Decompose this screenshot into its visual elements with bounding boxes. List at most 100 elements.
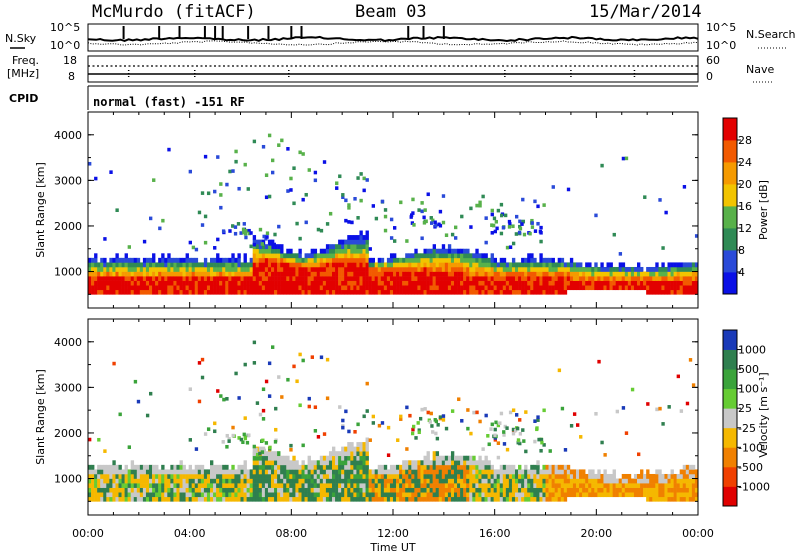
data-cell xyxy=(383,483,388,488)
data-cell xyxy=(255,285,260,291)
data-cell xyxy=(460,487,464,493)
data-cell xyxy=(109,478,113,484)
data-cell xyxy=(411,496,415,502)
data-cell xyxy=(322,478,327,484)
data-cell xyxy=(591,266,595,272)
data-cell xyxy=(460,214,464,219)
data-cell xyxy=(371,289,375,295)
data-cell xyxy=(252,483,257,488)
data-cell xyxy=(658,487,662,493)
data-cell xyxy=(420,478,424,484)
data-cell xyxy=(518,226,523,231)
data-cell xyxy=(420,262,424,268)
data-cell xyxy=(210,285,214,291)
data-cell xyxy=(435,492,440,498)
data-cell xyxy=(521,197,525,202)
data-cell xyxy=(277,464,281,470)
data-cell xyxy=(319,285,324,291)
data-cell xyxy=(396,473,400,479)
data-cell xyxy=(481,460,485,466)
data-cell xyxy=(356,289,360,295)
data-cell xyxy=(368,266,372,272)
data-cell xyxy=(213,473,217,479)
data-cell xyxy=(551,285,555,291)
data-cell xyxy=(206,473,211,479)
data-cell xyxy=(350,492,354,498)
data-cell xyxy=(438,492,443,498)
data-cell xyxy=(298,352,302,357)
data-cell xyxy=(115,492,119,498)
data-cell xyxy=(682,469,687,475)
data-cell xyxy=(237,276,241,281)
data-cell xyxy=(475,483,479,488)
data-cell xyxy=(640,469,644,475)
data-cell xyxy=(310,253,314,259)
data-cell xyxy=(491,223,496,228)
data-cell xyxy=(658,276,662,281)
data-cell xyxy=(332,289,336,295)
data-cell xyxy=(280,464,284,470)
data-cell xyxy=(576,423,580,427)
data-cell xyxy=(530,496,534,502)
data-cell xyxy=(222,289,226,295)
data-cell xyxy=(328,276,333,281)
data-cell xyxy=(231,224,235,228)
data-cell xyxy=(136,257,141,263)
data-cell xyxy=(298,262,302,268)
data-cell xyxy=(197,262,202,268)
data-cell xyxy=(423,460,427,466)
data-cell xyxy=(115,262,119,268)
data-cell xyxy=(258,451,262,456)
data-cell xyxy=(685,492,690,498)
data-cell xyxy=(103,257,107,263)
data-cell xyxy=(249,469,253,475)
data-cell xyxy=(271,158,275,163)
data-cell xyxy=(341,451,345,457)
data-cell xyxy=(502,483,507,488)
data-cell xyxy=(563,473,568,479)
data-cell xyxy=(249,271,253,277)
data-cell xyxy=(548,280,552,286)
data-cell xyxy=(277,487,281,493)
data-cell xyxy=(328,253,333,259)
data-cell xyxy=(615,271,619,277)
data-cell xyxy=(344,248,348,254)
data-cell xyxy=(280,469,284,475)
noise-panel: N.Sky 10^5 10^0 10^5 10^0 N.Search xyxy=(5,21,796,52)
data-cell xyxy=(261,276,266,281)
colorbar-tick-label: -500 xyxy=(738,461,763,474)
data-cell xyxy=(243,460,247,466)
data-cell xyxy=(249,478,253,484)
data-cell xyxy=(539,487,543,493)
data-cell xyxy=(603,276,607,281)
data-cell xyxy=(347,235,351,240)
data-cell xyxy=(170,276,174,281)
data-cell xyxy=(688,271,693,277)
data-cell xyxy=(307,266,311,272)
data-cell xyxy=(359,469,363,475)
data-cell xyxy=(667,496,671,502)
data-cell xyxy=(438,253,443,259)
data-cell xyxy=(325,257,330,263)
data-cell xyxy=(432,473,436,479)
data-cell xyxy=(402,473,406,479)
data-cell xyxy=(420,280,424,286)
data-cell xyxy=(579,483,583,488)
data-cell xyxy=(630,478,635,484)
data-cell xyxy=(200,191,205,195)
data-cell xyxy=(460,483,464,488)
data-cell xyxy=(228,280,232,286)
data-cell xyxy=(691,383,696,387)
data-cell xyxy=(508,222,512,226)
data-cell xyxy=(536,492,540,498)
data-cell xyxy=(411,492,415,498)
data-cell xyxy=(423,208,427,212)
data-cell xyxy=(341,460,345,466)
data-cell xyxy=(441,483,446,488)
data-cell xyxy=(615,285,619,291)
data-cell xyxy=(301,271,305,277)
data-cell xyxy=(280,473,284,479)
data-cell xyxy=(652,473,656,479)
data-cell xyxy=(274,406,278,411)
